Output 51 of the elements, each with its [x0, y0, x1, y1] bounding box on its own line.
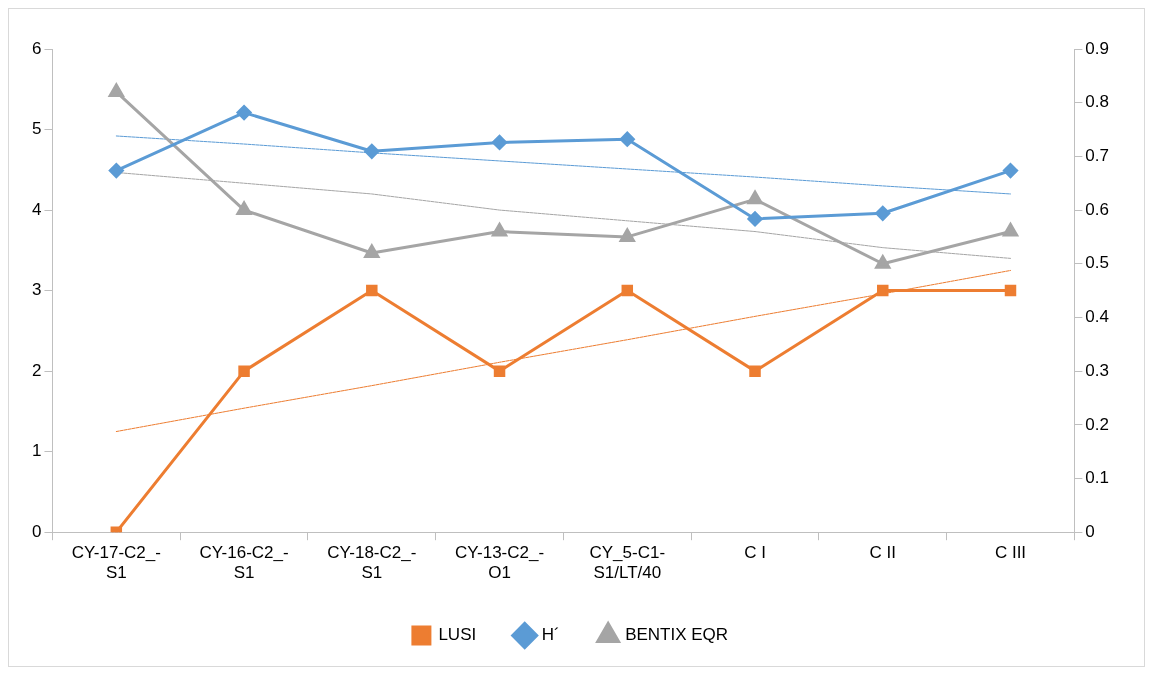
point	[749, 365, 761, 377]
point	[875, 205, 891, 221]
legend-label: H´	[541, 625, 560, 645]
y2-tick-label: 0.5	[1085, 253, 1110, 273]
y-tick-label: 6	[31, 38, 42, 58]
y2-tick-label: 0.3	[1085, 360, 1110, 380]
x-tick-label: CY-13-C2_-O1	[454, 543, 545, 583]
point	[619, 228, 635, 242]
point	[108, 83, 124, 97]
x-tick-label: C III	[994, 543, 1027, 563]
y2-tick-label: 0	[1085, 521, 1095, 541]
point	[366, 284, 378, 297]
point	[747, 211, 763, 227]
point	[619, 131, 635, 147]
point	[1002, 223, 1019, 237]
x-tick-label: C II	[869, 543, 896, 563]
point	[492, 134, 508, 150]
point	[238, 365, 250, 377]
point	[236, 105, 252, 121]
point	[621, 284, 634, 297]
y-tick-label: 3	[31, 280, 42, 300]
y-tick-label: 4	[31, 199, 42, 219]
y2-tick-label: 0.2	[1085, 414, 1110, 434]
point	[1004, 284, 1017, 297]
point	[236, 201, 252, 216]
legend-label: BENTIX EQR	[625, 625, 729, 645]
point	[108, 163, 124, 179]
point	[875, 255, 891, 269]
point	[491, 223, 508, 237]
y-tick-label: 5	[31, 119, 42, 139]
y2-tick-label: 0.1	[1085, 468, 1110, 488]
x-tick-label: CY-18-C2_-S1	[327, 543, 417, 583]
point	[1003, 163, 1018, 179]
legend-label: LUSI	[438, 625, 477, 645]
y-tick-label: 0	[31, 521, 42, 541]
point	[364, 244, 380, 259]
x-tick-label: C I	[744, 543, 766, 563]
y2-tick-label: 0.6	[1085, 199, 1110, 219]
y2-tick-label: 0.4	[1085, 307, 1110, 327]
y2-tick-label: 0.9	[1085, 38, 1110, 58]
x-tick-label: CY-16-C2_-S1	[199, 543, 289, 583]
x-tick-label: CY-17-C2_-S1	[71, 543, 161, 583]
point	[364, 143, 380, 159]
point	[493, 365, 506, 377]
x-tick-label: CY_5-C1-S1/LT/40	[589, 543, 666, 583]
y-tick-label: 1	[31, 441, 42, 461]
y2-tick-label: 0.8	[1085, 92, 1110, 112]
y-tick-label: 2	[31, 360, 42, 380]
y2-tick-label: 0.7	[1085, 146, 1110, 166]
point	[747, 190, 763, 205]
point	[877, 284, 889, 297]
